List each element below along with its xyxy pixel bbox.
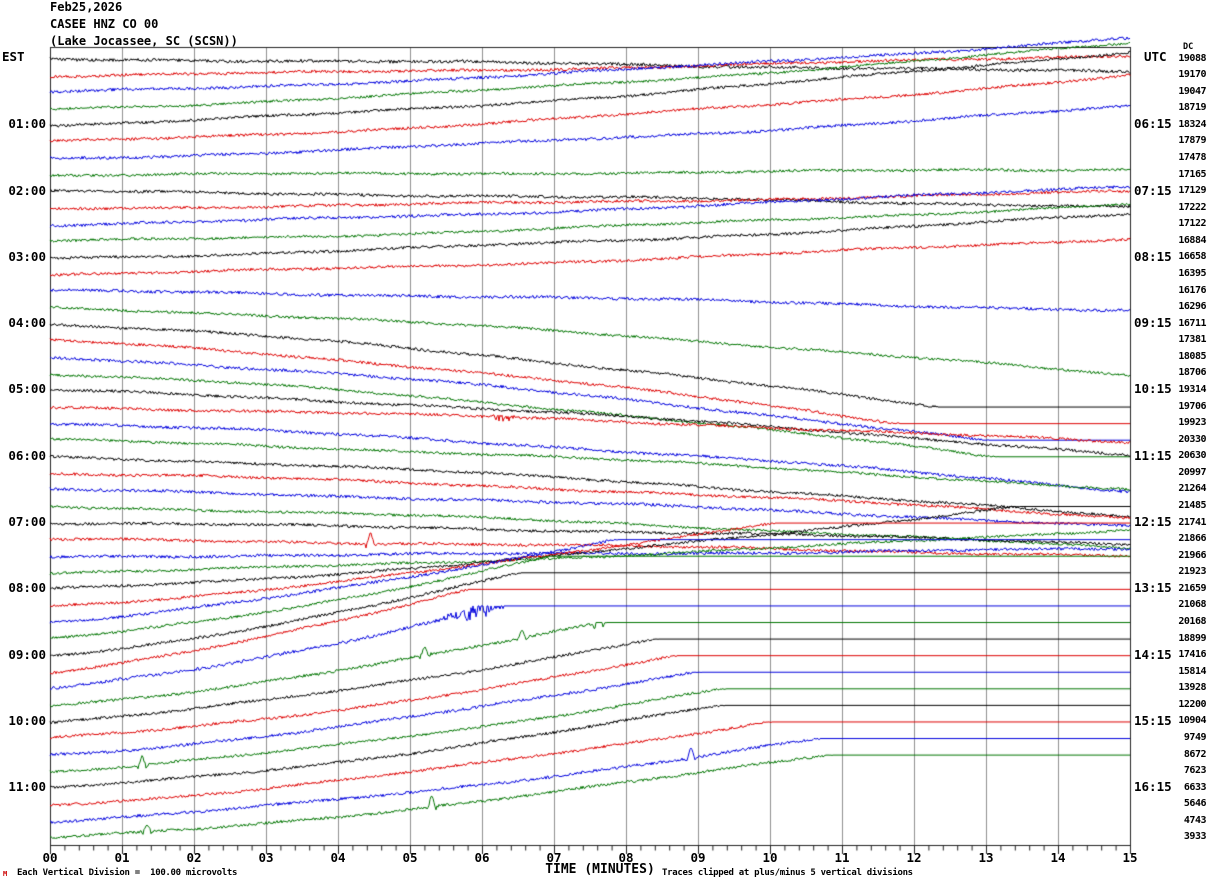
dc-value-label: 17478 — [1178, 151, 1206, 163]
dc-value-label: 8672 — [1183, 748, 1207, 760]
dc-value-label: 20630 — [1178, 450, 1206, 462]
minute-tick-label: 00 — [42, 850, 58, 865]
right-time-label: 10:15 — [1134, 381, 1172, 397]
left-time-label: 09:00 — [8, 646, 46, 662]
dc-value-label: 19047 — [1178, 85, 1206, 97]
dc-value-label: 21264 — [1178, 483, 1206, 495]
dc-value-label: 21966 — [1178, 549, 1206, 561]
dc-value-label: 20168 — [1178, 616, 1206, 628]
right-time-label: 09:15 — [1134, 315, 1172, 331]
dc-value-label: 20997 — [1178, 466, 1206, 478]
dc-value-label: 21659 — [1178, 582, 1206, 594]
dc-value-label: 17879 — [1178, 135, 1206, 147]
dc-value-label: 19088 — [1178, 52, 1206, 64]
dc-value-label: 17122 — [1178, 218, 1206, 230]
dc-value-label: 21923 — [1178, 566, 1206, 578]
dc-value-label: 21741 — [1178, 516, 1206, 528]
scale-note: Each Vertical Division = 100.00 microvol… — [17, 868, 238, 878]
dc-value-label: 18324 — [1178, 118, 1206, 130]
dc-value-label: 16176 — [1178, 284, 1206, 296]
title-station: CASEE HNZ CO 00 — [50, 17, 159, 31]
left-time-label: 11:00 — [8, 779, 46, 795]
minute-tick-label: 15 — [1122, 850, 1138, 865]
dc-value-label: 21068 — [1178, 599, 1206, 611]
dc-value-label: 18085 — [1178, 350, 1206, 362]
dc-value-label: 20330 — [1178, 433, 1206, 445]
right-time-label: 11:15 — [1134, 447, 1172, 463]
left-time-label: 03:00 — [8, 248, 46, 264]
dc-value-label: 9749 — [1183, 732, 1207, 744]
dc-value-label: 6633 — [1183, 781, 1207, 793]
clip-note: Traces clipped at plus/minus 5 vertical … — [662, 868, 913, 878]
dc-value-label: 17165 — [1178, 168, 1206, 180]
dc-value-label: 15814 — [1178, 665, 1206, 677]
dc-value-label: 3933 — [1183, 831, 1207, 843]
dc-value-label: 19314 — [1178, 383, 1206, 395]
dc-value-label: 10904 — [1178, 715, 1206, 727]
left-time-label: 01:00 — [8, 116, 46, 132]
dc-value-label: 18706 — [1178, 367, 1206, 379]
minute-tick-label: 10 — [762, 850, 778, 865]
left-axis-header: EST — [2, 49, 25, 64]
dc-value-label: 13928 — [1178, 682, 1206, 694]
minute-tick-label: 14 — [1050, 850, 1066, 865]
right-time-label: 06:15 — [1134, 116, 1172, 132]
dc-value-label: 5646 — [1183, 798, 1207, 810]
title-location: (Lake Jocassee, SC (SCSN)) — [50, 34, 238, 48]
left-time-label: 06:00 — [8, 447, 46, 463]
right-time-label: 08:15 — [1134, 248, 1172, 264]
minute-tick-label: 08 — [618, 850, 634, 865]
dc-value-label: 18719 — [1178, 102, 1206, 114]
dc-value-label: 16296 — [1178, 301, 1206, 313]
right-time-label: 07:15 — [1134, 182, 1172, 198]
dc-value-label: 19706 — [1178, 400, 1206, 412]
left-time-label: 05:00 — [8, 381, 46, 397]
minute-tick-label: 03 — [258, 850, 274, 865]
dc-value-label: 19923 — [1178, 417, 1206, 429]
dc-value-label: 17416 — [1178, 649, 1206, 661]
right-time-label: 14:15 — [1134, 646, 1172, 662]
right-time-label: 15:15 — [1134, 712, 1172, 728]
dc-value-label: 16395 — [1178, 267, 1206, 279]
dc-value-label: 17129 — [1178, 185, 1206, 197]
dc-value-label: 21866 — [1178, 533, 1206, 545]
left-time-label: 08:00 — [8, 580, 46, 596]
minute-tick-label: 04 — [330, 850, 346, 865]
left-time-label: 07:00 — [8, 514, 46, 530]
dc-value-label: 12200 — [1178, 698, 1206, 710]
minute-tick-label: 05 — [402, 850, 418, 865]
dc-value-label: 7623 — [1183, 765, 1207, 777]
x-axis-title: TIME (MINUTES) — [545, 862, 655, 877]
dc-value-label: 16884 — [1178, 234, 1206, 246]
dc-value-label: 4743 — [1183, 814, 1207, 826]
minute-tick-label: 01 — [114, 850, 130, 865]
dc-value-label: 16711 — [1178, 317, 1206, 329]
dc-value-label: 17222 — [1178, 201, 1206, 213]
minute-tick-label: 12 — [906, 850, 922, 865]
title-date: Feb25,2026 — [50, 0, 123, 14]
left-time-label: 04:00 — [8, 315, 46, 331]
right-time-label: 12:15 — [1134, 514, 1172, 530]
minute-tick-label: 11 — [834, 850, 850, 865]
dc-column-header: DC — [1183, 42, 1194, 52]
right-axis-header: UTC — [1144, 49, 1167, 64]
corner-mark: M — [3, 870, 8, 878]
minute-tick-label: 09 — [690, 850, 706, 865]
dc-value-label: 19170 — [1178, 69, 1206, 81]
right-time-label: 13:15 — [1134, 580, 1172, 596]
right-time-label: 16:15 — [1134, 779, 1172, 795]
left-time-label: 10:00 — [8, 712, 46, 728]
dc-value-label: 21485 — [1178, 499, 1206, 511]
minute-tick-label: 06 — [474, 850, 490, 865]
minute-tick-label: 13 — [978, 850, 994, 865]
minute-tick-label: 02 — [186, 850, 202, 865]
dc-value-label: 16658 — [1178, 251, 1206, 263]
dc-value-label: 18899 — [1178, 632, 1206, 644]
minute-tick-label: 07 — [546, 850, 562, 865]
dc-value-label: 17381 — [1178, 334, 1206, 346]
left-time-label: 02:00 — [8, 182, 46, 198]
